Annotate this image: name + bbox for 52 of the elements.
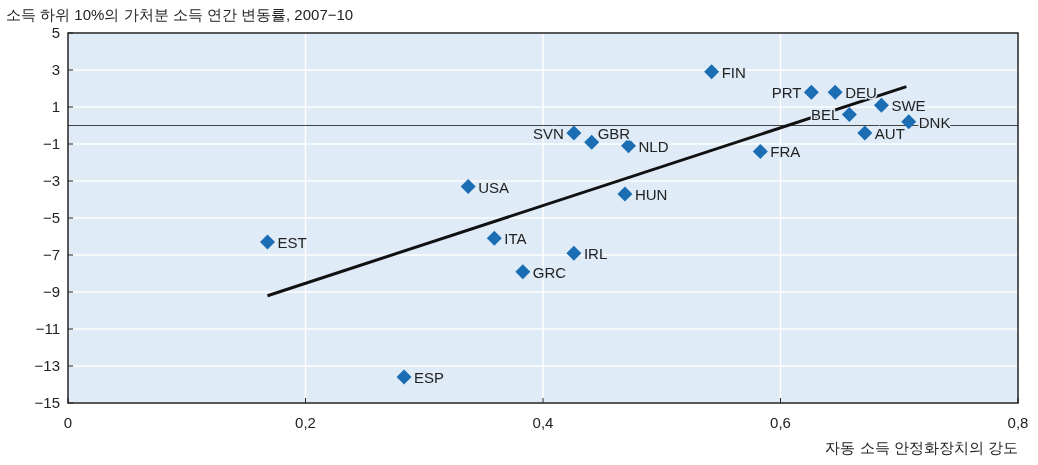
point (752, 143, 768, 159)
annotation: DEU (845, 84, 877, 102)
annotation: HUN (634, 185, 668, 203)
annotation: GRC (532, 263, 567, 281)
annotation: FRA (770, 143, 801, 161)
point (704, 64, 720, 80)
point (621, 138, 636, 154)
annotation: SVN (533, 124, 564, 142)
y-tick-label: −9 (42, 283, 60, 300)
annotation: IRL (583, 245, 608, 263)
annotation: GBR (597, 125, 631, 143)
point (841, 106, 857, 122)
point (566, 245, 582, 261)
point (396, 369, 412, 385)
y-tick-label: −7 (42, 246, 60, 263)
x-tick-label: 0,6 (770, 414, 791, 431)
annotation: EST (277, 234, 307, 252)
y-tick-label: 3 (51, 61, 60, 78)
point (827, 84, 843, 100)
y-tick-label: 1 (51, 98, 60, 115)
y-tick-label: −15 (34, 394, 60, 411)
annotation: ESP (414, 369, 445, 387)
y-tick-label: 5 (51, 24, 60, 41)
annotation: AUT (874, 124, 905, 142)
point (566, 125, 582, 141)
y-tick-label: −3 (42, 172, 60, 189)
annotation: PRT (771, 84, 802, 102)
point (460, 179, 476, 195)
chart-title: 소득 하위 10%의 가처분 소득 연간 변동률, 2007−10 (6, 6, 354, 23)
point (857, 125, 873, 141)
point (486, 230, 502, 246)
annotation: USA (478, 178, 510, 196)
annotation: NLD (638, 137, 669, 155)
x-tick-label: 0,4 (532, 414, 554, 431)
x-tick-label: 0,8 (1007, 414, 1029, 431)
y-tick-label: −1 (42, 135, 60, 152)
y-tick-label: −5 (42, 209, 60, 226)
x-tick-label: 0 (63, 414, 73, 431)
point (617, 186, 633, 202)
annotation: SWE (891, 97, 926, 115)
point (803, 84, 819, 100)
point (901, 114, 917, 130)
point (873, 97, 889, 113)
y-tick-label: −11 (35, 320, 60, 337)
annotation: ITA (504, 230, 527, 248)
point (515, 264, 531, 280)
x-axis-title: 자동 소득 안정화장치의 강도 (825, 439, 1018, 456)
point (584, 134, 600, 150)
annotation: FIN (721, 63, 746, 81)
x-tick-label: 0,2 (295, 414, 316, 431)
point (260, 234, 275, 250)
y-tick-label: −13 (34, 357, 60, 374)
